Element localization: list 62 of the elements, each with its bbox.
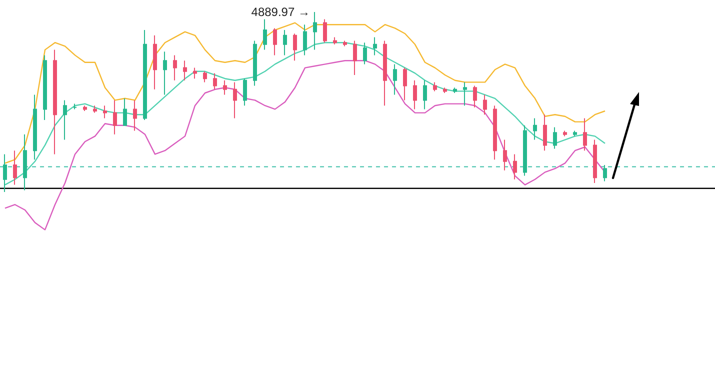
candlestick [263,18,267,50]
candlestick [373,36,377,56]
candlestick [13,150,17,186]
candlestick [73,103,77,110]
candlestick [133,100,137,132]
candlestick [213,72,217,90]
candlestick [513,154,517,180]
candlestick [143,30,147,120]
candlestick [333,36,337,45]
candlestick [293,33,297,62]
candlestick [493,105,497,160]
candlestick [303,24,307,56]
candlestick [53,49,57,155]
candlestick [583,118,587,152]
candlestick [313,12,317,50]
candlestick [253,40,257,86]
candlestick [453,87,457,94]
candlestick [283,30,287,56]
candlestick [23,134,27,191]
candlestick [533,118,537,140]
candlestick [193,67,197,80]
candlestick [163,51,167,96]
candlestick [443,87,447,94]
candlestick [223,80,227,96]
candlestick [123,98,127,126]
candlestick [383,40,387,106]
candlestick [503,139,507,171]
candlestick [323,18,327,44]
candlestick [273,28,277,56]
candlestick [543,114,547,152]
candlestick [173,54,177,81]
candlestick [83,105,87,112]
candlestick [33,94,37,160]
candlestick [403,67,407,101]
candlestick [3,154,7,192]
candlestick [43,54,47,120]
candlestick [473,85,477,108]
candlestick [483,94,487,116]
candlestick [93,105,97,114]
candlestick [413,80,417,110]
candlestick [553,126,557,150]
candlestick [393,64,397,96]
candlestick [113,100,117,135]
candlestick [593,139,597,184]
candlestick [433,82,437,92]
candlestick [63,100,67,140]
candlestick [573,130,577,137]
candlestick [343,40,347,47]
candlestick [463,82,467,106]
candlestick [423,80,427,110]
candlestick [153,34,157,90]
candlestick [563,130,567,137]
candlestick [243,78,247,106]
candlestick [603,164,607,182]
candlestick [233,82,237,119]
candlestick [183,60,187,81]
candlestick [103,105,107,119]
candlestick [203,70,207,83]
annotation: 4889.97 → [251,5,310,19]
candlestick [353,40,357,76]
candlestick [523,124,527,176]
candlestick [363,42,367,65]
